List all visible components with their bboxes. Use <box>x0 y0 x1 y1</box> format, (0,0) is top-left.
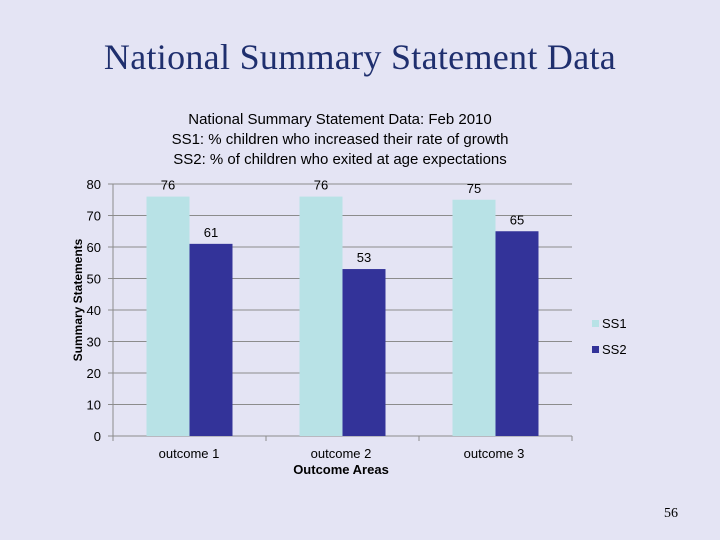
bar-ss2 <box>495 231 539 436</box>
legend-label-ss2: SS2 <box>602 341 627 357</box>
bar-ss2 <box>189 243 233 436</box>
y-tick-label: 0 <box>94 429 101 444</box>
x-tick-label: outcome 2 <box>310 446 372 461</box>
data-label: 76 <box>161 178 175 193</box>
x-axis-label: Outcome Areas <box>293 462 389 477</box>
data-label: 75 <box>467 181 481 196</box>
legend-item-ss2: SS2 <box>592 338 627 360</box>
y-tick-label: 70 <box>87 209 101 224</box>
x-tick-label: outcome 3 <box>463 446 525 461</box>
chart-title-line-3: SS2: % of children who exited at age exp… <box>173 151 507 168</box>
data-label: 53 <box>357 250 371 265</box>
x-tick-label: outcome 1 <box>158 446 220 461</box>
data-label: 65 <box>510 212 524 227</box>
y-tick-label: 50 <box>87 272 101 287</box>
y-tick-label: 10 <box>87 398 101 413</box>
bar-ss1 <box>146 196 190 436</box>
chart-title-line-2: SS1: % children who increased their rate… <box>171 131 509 148</box>
y-tick-label: 60 <box>87 240 101 255</box>
data-label: 61 <box>204 225 218 240</box>
chart-title: National Summary Statement Data: Feb 201… <box>110 110 570 170</box>
legend: SS1 SS2 <box>592 312 627 364</box>
bar-ss1 <box>452 199 496 436</box>
y-tick-label: 80 <box>87 177 101 192</box>
legend-swatch-ss1 <box>592 319 599 327</box>
y-tick-label: 30 <box>87 335 101 350</box>
legend-swatch-ss2 <box>592 345 599 353</box>
chart-title-line-1: National Summary Statement Data: Feb 201… <box>188 111 492 128</box>
bar-ss2 <box>342 269 386 436</box>
bar-ss1 <box>299 196 343 436</box>
slide-title: National Summary Statement Data <box>103 37 617 77</box>
page-number: 56 <box>664 506 678 521</box>
y-tick-label: 20 <box>87 366 101 381</box>
legend-item-ss1: SS1 <box>592 312 627 334</box>
y-tick-label: 40 <box>87 303 101 318</box>
data-label: 76 <box>314 178 328 193</box>
legend-label-ss1: SS1 <box>602 315 627 331</box>
